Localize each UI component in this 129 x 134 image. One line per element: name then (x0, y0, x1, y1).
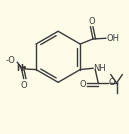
Text: O: O (21, 81, 27, 90)
Text: OH: OH (106, 34, 119, 43)
Text: O: O (88, 16, 95, 25)
Text: N: N (16, 64, 23, 73)
Text: NH: NH (94, 64, 106, 73)
Text: O: O (80, 80, 86, 89)
Text: O: O (109, 78, 115, 88)
Text: -O: -O (6, 56, 15, 65)
